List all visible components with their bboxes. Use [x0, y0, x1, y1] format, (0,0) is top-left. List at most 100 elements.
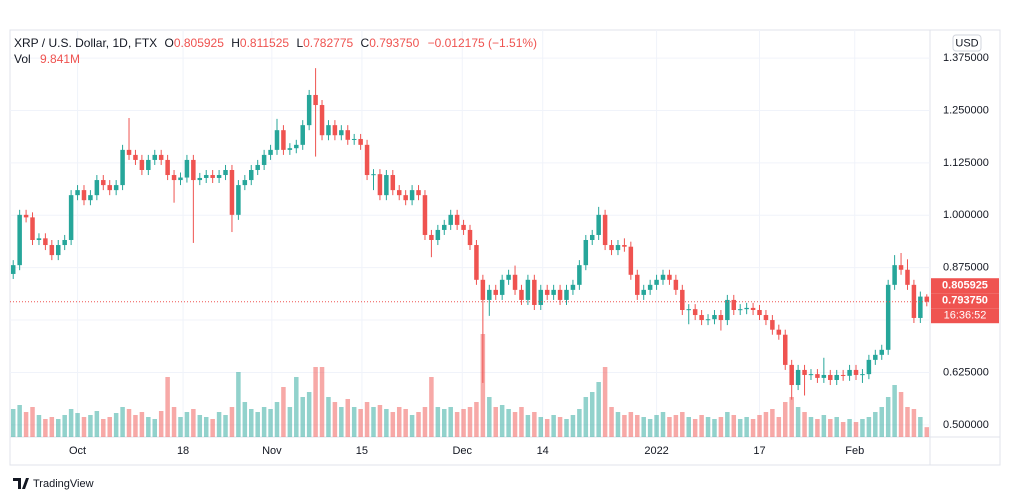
candle-body: [56, 245, 61, 256]
x-tick-label: 17: [753, 445, 765, 457]
candle-body: [358, 138, 363, 145]
chart-frame: [9, 29, 1001, 466]
candle-body: [43, 238, 48, 246]
candle-body: [744, 307, 749, 310]
candle-body: [23, 214, 29, 218]
volume-bar: [242, 402, 248, 437]
candle-body: [364, 144, 370, 176]
candle-body: [371, 174, 376, 176]
volume-bar: [139, 412, 145, 437]
volume-bar: [184, 412, 190, 437]
volume-bar: [770, 409, 775, 437]
volume-bar: [133, 415, 138, 437]
volume-bar: [705, 417, 711, 437]
candle-body: [570, 284, 576, 290]
volume-bar: [165, 377, 170, 437]
volume-bar: [88, 415, 93, 437]
volume-bar: [506, 409, 511, 437]
x-tick-label: Feb: [845, 445, 864, 457]
volume-bar: [409, 415, 415, 437]
volume-bar: [120, 407, 125, 437]
volume-bar: [712, 419, 717, 437]
volume-bar: [236, 372, 241, 437]
candle-body: [776, 329, 782, 335]
candle-body: [519, 289, 524, 300]
volume-bar: [101, 419, 106, 437]
volume-bar: [853, 422, 859, 437]
candle-body: [448, 214, 453, 225]
candle-body: [345, 130, 351, 140]
currency-label[interactable]: USD: [955, 37, 978, 49]
volume-bar: [737, 419, 743, 437]
volume-bar: [403, 409, 408, 437]
volume-bar: [126, 409, 132, 437]
candle-body: [229, 169, 235, 215]
x-tick-label: Nov: [262, 445, 282, 457]
candle-body: [898, 265, 904, 270]
volume-bar: [847, 419, 852, 437]
x-tick-label: Dec: [452, 445, 472, 457]
volume-bar: [602, 367, 608, 437]
volume-bar: [924, 427, 930, 437]
volume-bar: [570, 415, 576, 437]
volume-bar: [339, 407, 344, 437]
volume-bar: [158, 411, 164, 437]
candle-body: [673, 279, 679, 290]
candle-body: [532, 279, 537, 305]
volume-key: Vol: [14, 52, 31, 66]
close-key: C: [360, 36, 370, 50]
brand-icon[interactable]: [13, 478, 29, 489]
candle-body: [171, 175, 177, 181]
volume-bar: [210, 419, 215, 437]
candle-body: [602, 214, 608, 246]
volume-bar: [390, 412, 396, 437]
candle-body: [396, 190, 402, 196]
volume-bar: [763, 412, 769, 437]
volume-bars: [10, 334, 930, 437]
candle-body: [146, 159, 151, 170]
volume-bar: [345, 399, 351, 437]
candle-body: [660, 274, 666, 280]
brand-logo[interactable]: TradingView: [13, 478, 94, 490]
candle-body: [152, 154, 158, 160]
volume-bar: [384, 409, 389, 437]
candle-body: [165, 159, 170, 176]
open-price-label-box: [931, 278, 999, 294]
candle-body: [88, 195, 93, 201]
candle-body: [757, 309, 762, 316]
volume-bar: [680, 412, 685, 437]
volume-bar: [744, 417, 749, 437]
volume-bar: [905, 407, 910, 437]
candle-body: [326, 125, 331, 136]
ohlc-row: XRP / U.S. Dollar, 1D, FTX O0.805925 H0.…: [14, 35, 537, 51]
candle-body: [319, 105, 325, 136]
open-value: 0.805925: [173, 36, 224, 50]
high-value: 0.811525: [239, 36, 290, 50]
candle-body: [126, 149, 132, 155]
volume-bar: [718, 417, 724, 437]
volume-bar: [918, 417, 923, 437]
currency-button[interactable]: [952, 34, 982, 52]
volume-bar: [635, 415, 640, 437]
candle-body: [866, 359, 872, 375]
low-key: L: [296, 36, 304, 50]
candle-body: [589, 234, 595, 240]
y-tick-label: 0.875000: [943, 262, 989, 274]
candle-body: [647, 284, 653, 290]
volume-bar: [43, 419, 48, 437]
volume-bar: [416, 412, 421, 437]
close-value: 0.793750: [369, 36, 420, 50]
volume-bar: [10, 409, 16, 437]
candle-body: [62, 239, 67, 246]
volume-bar: [313, 367, 318, 437]
volume-bar: [525, 415, 531, 437]
volume-bar: [692, 419, 698, 437]
candle-body: [429, 234, 434, 240]
countdown-label: 16:36:52: [944, 310, 987, 322]
brand-name[interactable]: TradingView: [33, 478, 94, 490]
volume-bar: [371, 407, 376, 437]
volume-bar: [49, 417, 55, 437]
change: −0.012175 (−1.51%): [427, 36, 538, 50]
volume-value: 9.841M: [40, 52, 81, 66]
volume-bar: [268, 409, 273, 437]
